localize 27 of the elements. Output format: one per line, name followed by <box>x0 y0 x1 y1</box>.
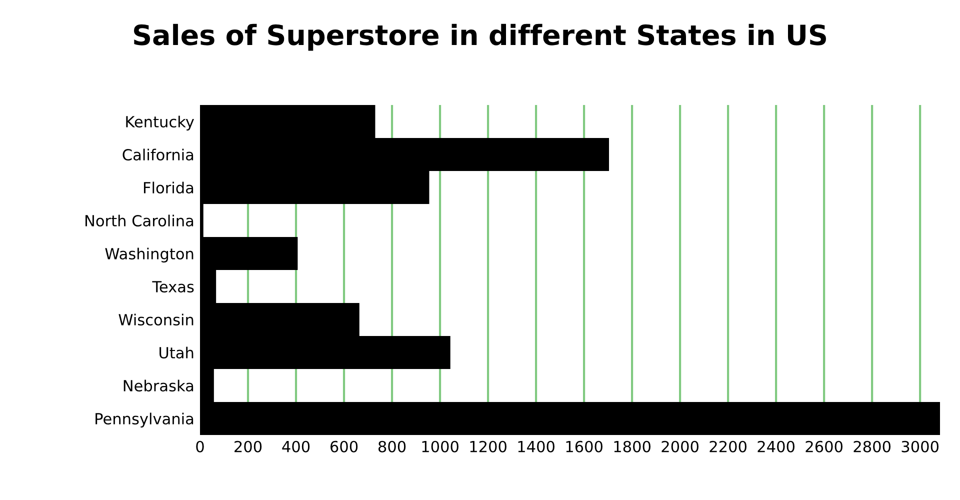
x-tick-label: 2600 <box>806 440 842 452</box>
x-tick-label: 1600 <box>566 440 602 452</box>
x-tick-label: 400 <box>282 440 310 452</box>
x-tick-label: 1200 <box>470 440 506 452</box>
y-tick-label: California <box>122 148 194 161</box>
x-tick-label: 2000 <box>662 440 698 452</box>
x-tick-label: 600 <box>330 440 358 452</box>
y-tick-label: Utah <box>160 346 194 359</box>
y-tick-label: Pennsylvania <box>96 412 194 428</box>
y-tick-label: Washington <box>105 248 194 262</box>
x-tick-label: 2400 <box>758 440 794 452</box>
chart-title: Sales of Superstore in different States in US <box>134 24 826 51</box>
x-tick-label: 1800 <box>614 440 650 452</box>
y-tick-label: Wisconsin <box>118 314 194 326</box>
x-tick-label: 0 <box>196 440 204 452</box>
y-tick-label: North Carolina <box>86 214 194 227</box>
y-tick-label: Kentucky <box>126 116 194 130</box>
x-tick-label: 200 <box>234 440 262 452</box>
y-tick-label: Texas <box>152 281 194 293</box>
x-tick-label: 2200 <box>710 440 746 452</box>
x-tick-label: 1400 <box>518 440 554 452</box>
x-tick-label: 3000 <box>902 440 939 452</box>
x-tick-label: 1000 <box>422 440 458 452</box>
x-tick-label: 2800 <box>854 440 890 452</box>
y-tick-label: Nebraska <box>124 380 194 392</box>
y-tick-label: Florida <box>144 182 194 194</box>
x-tick-label: 800 <box>378 440 406 452</box>
